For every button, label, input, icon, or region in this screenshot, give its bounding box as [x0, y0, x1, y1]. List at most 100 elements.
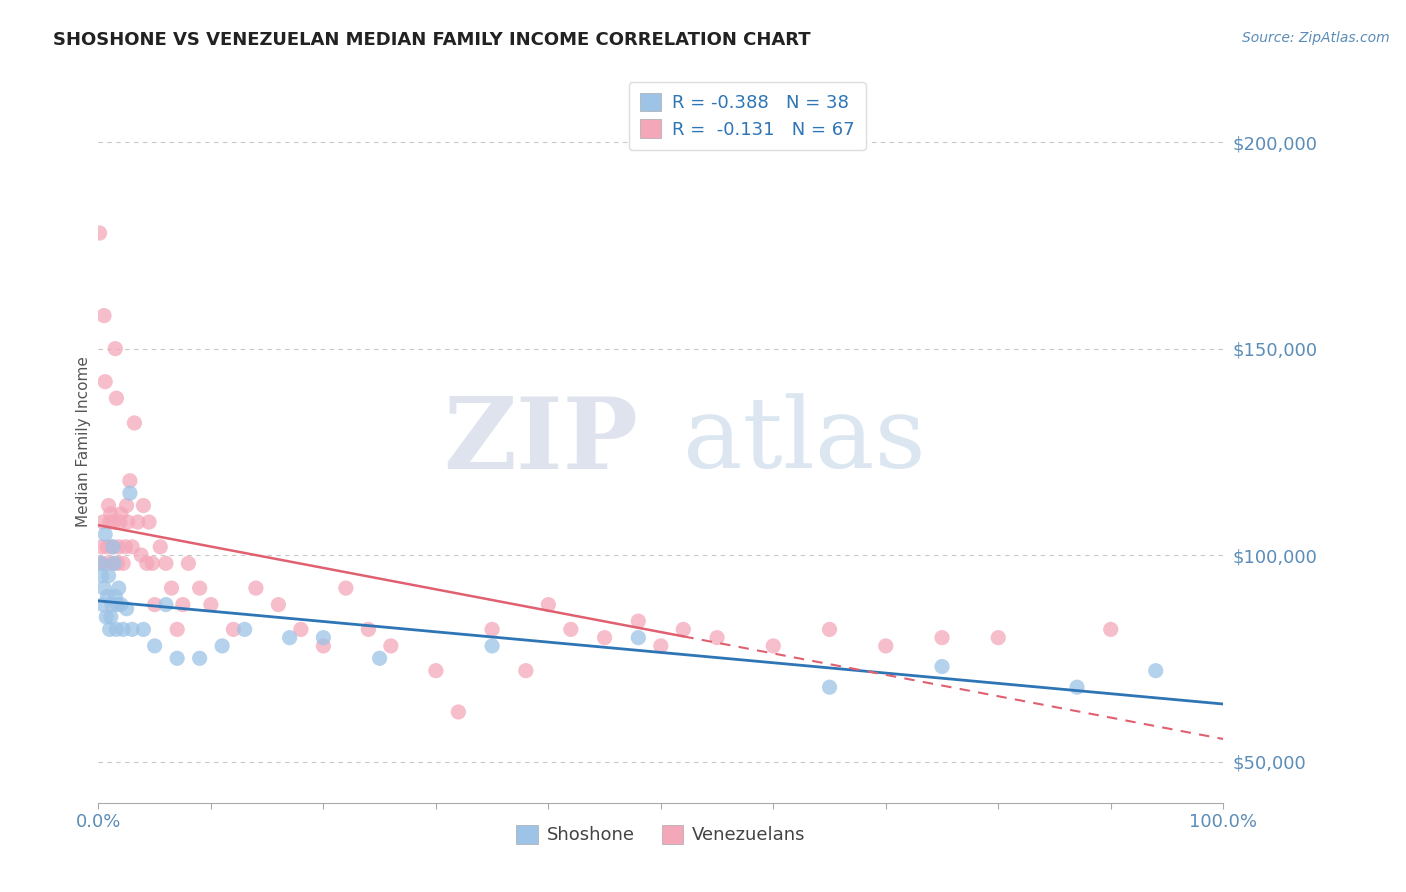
- Point: [222, 623, 245, 637]
- Point: [200, 598, 222, 612]
- Point: [114, 540, 136, 554]
- Point: [96, 540, 118, 554]
- Point: [121, 540, 143, 554]
- Point: [101, 598, 124, 612]
- Point: [96, 610, 118, 624]
- Point: [143, 598, 166, 612]
- Legend: Shoshone, Venezuelans: Shoshone, Venezuelans: [509, 818, 813, 852]
- Point: [1066, 680, 1088, 694]
- Point: [143, 639, 166, 653]
- Point: [124, 416, 146, 430]
- Point: [155, 557, 177, 571]
- Point: [706, 631, 728, 645]
- Point: [118, 486, 141, 500]
- Point: [104, 342, 127, 356]
- Point: [149, 540, 172, 554]
- Text: ZIP: ZIP: [443, 393, 638, 490]
- Point: [166, 623, 188, 637]
- Point: [627, 614, 650, 628]
- Point: [132, 499, 155, 513]
- Point: [380, 639, 402, 653]
- Point: [267, 598, 290, 612]
- Point: [672, 623, 695, 637]
- Text: Source: ZipAtlas.com: Source: ZipAtlas.com: [1241, 31, 1389, 45]
- Text: atlas: atlas: [683, 393, 927, 490]
- Point: [110, 507, 132, 521]
- Point: [233, 623, 256, 637]
- Point: [172, 598, 194, 612]
- Point: [987, 631, 1010, 645]
- Point: [94, 527, 117, 541]
- Point: [107, 540, 129, 554]
- Point: [132, 623, 155, 637]
- Point: [818, 623, 841, 637]
- Point: [97, 568, 120, 582]
- Point: [290, 623, 312, 637]
- Point: [115, 601, 138, 615]
- Text: SHOSHONE VS VENEZUELAN MEDIAN FAMILY INCOME CORRELATION CHART: SHOSHONE VS VENEZUELAN MEDIAN FAMILY INC…: [53, 31, 811, 49]
- Point: [650, 639, 672, 653]
- Point: [160, 581, 183, 595]
- Point: [188, 651, 211, 665]
- Point: [121, 623, 143, 637]
- Point: [100, 610, 122, 624]
- Point: [127, 515, 149, 529]
- Point: [101, 540, 124, 554]
- Point: [93, 581, 115, 595]
- Point: [91, 598, 114, 612]
- Point: [166, 651, 188, 665]
- Point: [117, 515, 139, 529]
- Point: [93, 309, 115, 323]
- Point: [515, 664, 537, 678]
- Point: [98, 623, 121, 637]
- Point: [112, 557, 135, 571]
- Point: [101, 557, 124, 571]
- Point: [875, 639, 897, 653]
- Point: [105, 623, 128, 637]
- Point: [245, 581, 267, 595]
- Point: [312, 631, 335, 645]
- Point: [110, 598, 132, 612]
- Point: [108, 515, 131, 529]
- Point: [931, 631, 953, 645]
- Point: [762, 639, 785, 653]
- Point: [112, 623, 135, 637]
- Point: [100, 507, 122, 521]
- Point: [368, 651, 391, 665]
- Point: [627, 631, 650, 645]
- Point: [98, 515, 121, 529]
- Point: [278, 631, 301, 645]
- Point: [96, 557, 118, 571]
- Point: [447, 705, 470, 719]
- Point: [104, 590, 127, 604]
- Point: [90, 540, 112, 554]
- Point: [593, 631, 616, 645]
- Point: [1099, 623, 1122, 637]
- Point: [90, 568, 112, 582]
- Point: [141, 557, 163, 571]
- Point: [91, 515, 114, 529]
- Point: [135, 557, 157, 571]
- Point: [107, 557, 129, 571]
- Point: [357, 623, 380, 637]
- Point: [335, 581, 357, 595]
- Point: [818, 680, 841, 694]
- Point: [188, 581, 211, 595]
- Point: [211, 639, 233, 653]
- Point: [1144, 664, 1167, 678]
- Point: [105, 391, 128, 405]
- Point: [103, 557, 125, 571]
- Point: [89, 226, 111, 240]
- Point: [107, 581, 129, 595]
- Point: [107, 598, 129, 612]
- Point: [129, 548, 152, 562]
- Point: [931, 659, 953, 673]
- Point: [425, 664, 447, 678]
- Point: [537, 598, 560, 612]
- Point: [177, 557, 200, 571]
- Point: [560, 623, 582, 637]
- Point: [481, 623, 503, 637]
- Point: [90, 557, 112, 571]
- Y-axis label: Median Family Income: Median Family Income: [76, 356, 91, 527]
- Point: [96, 590, 118, 604]
